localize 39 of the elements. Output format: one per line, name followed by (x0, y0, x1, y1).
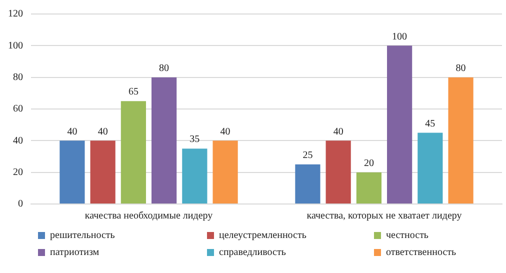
legend-label: целеустремленность (219, 230, 306, 241)
bar (60, 140, 85, 204)
bar (418, 132, 443, 204)
data-label: 80 (159, 62, 170, 74)
data-label: 35 (190, 134, 200, 146)
legend-label: решительность (50, 230, 115, 241)
data-label: 40 (98, 126, 108, 138)
bar (448, 77, 474, 204)
y-tick-label: 60 (13, 104, 23, 115)
y-tick-label: 40 (13, 135, 23, 146)
y-tick-label: 100 (8, 40, 23, 52)
data-label: 80 (456, 62, 466, 74)
x-tick-label: качества, которых не хватает лидеру (306, 210, 462, 222)
data-label: 20 (364, 158, 374, 169)
data-label: 45 (425, 118, 436, 130)
bar (356, 172, 382, 204)
y-tick-label: 80 (13, 72, 23, 83)
bar (326, 140, 351, 204)
bar (182, 148, 208, 204)
bar (295, 164, 320, 204)
x-tick-label: качества необходимые лидеру (84, 210, 213, 222)
y-tick-label: 0 (18, 198, 23, 210)
legend-label: честность (386, 230, 428, 241)
data-label: 65 (128, 86, 138, 98)
y-tick-label: 20 (13, 166, 23, 178)
data-label: 40 (333, 126, 344, 138)
y-tick-label: 120 (8, 8, 23, 20)
bar (120, 101, 146, 204)
data-label: 100 (392, 31, 408, 42)
legend-label: патриотизм (50, 247, 100, 258)
data-label: 40 (67, 126, 78, 138)
legend-label: ответственность (386, 247, 456, 258)
bar (387, 46, 412, 204)
bar (152, 77, 177, 204)
data-label: 25 (302, 150, 313, 162)
legend-label: справедливость (219, 247, 286, 258)
data-label: 40 (220, 126, 230, 138)
bar (212, 140, 238, 204)
bar (90, 140, 116, 204)
